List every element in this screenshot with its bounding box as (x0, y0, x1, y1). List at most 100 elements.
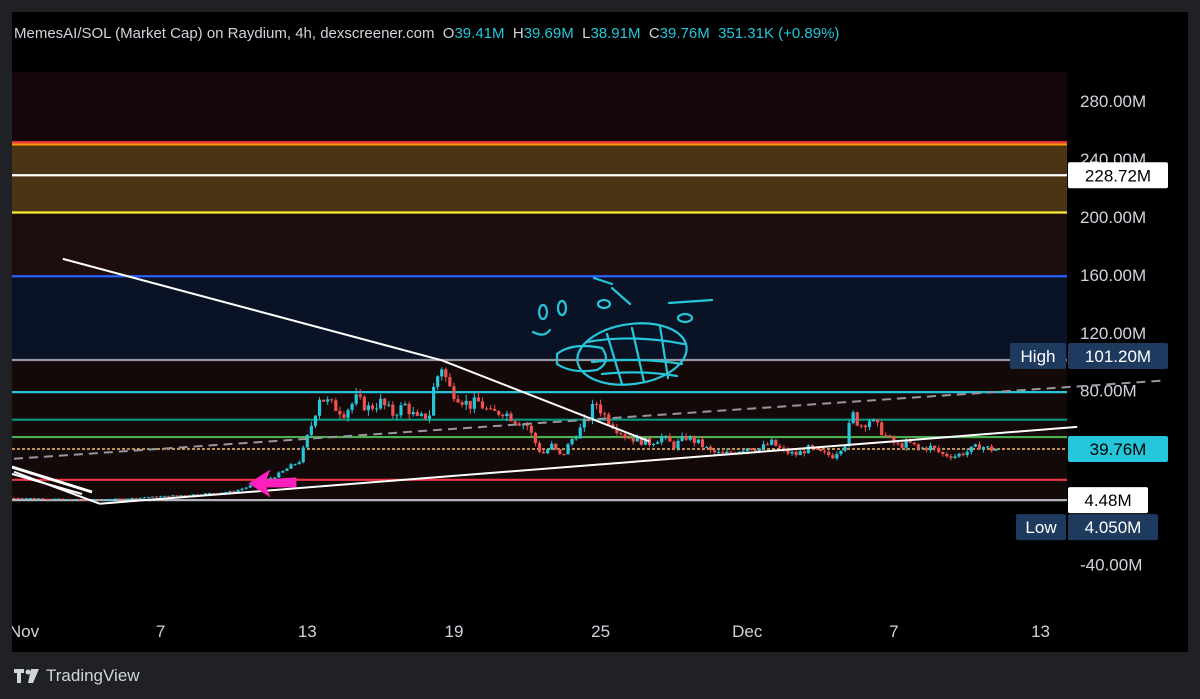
candle[interactable] (130, 497, 134, 500)
candle[interactable] (195, 494, 199, 496)
candle[interactable] (317, 397, 322, 419)
candle[interactable] (293, 463, 297, 466)
candle[interactable] (468, 400, 472, 414)
candle[interactable] (627, 434, 631, 439)
candle[interactable] (444, 367, 448, 382)
candle[interactable] (599, 399, 603, 417)
candle[interactable] (839, 450, 843, 456)
candle[interactable] (676, 438, 680, 452)
candle[interactable] (607, 412, 611, 427)
candle[interactable] (941, 451, 945, 457)
candle[interactable] (440, 367, 444, 381)
candle[interactable] (411, 406, 415, 417)
candle[interactable] (986, 446, 990, 449)
candle[interactable] (558, 448, 562, 456)
candle[interactable] (863, 424, 867, 432)
candle[interactable] (859, 424, 863, 429)
candle[interactable] (452, 382, 456, 402)
candle[interactable] (818, 448, 823, 452)
candle[interactable] (631, 437, 635, 445)
candle[interactable] (827, 450, 831, 458)
candle[interactable] (794, 449, 798, 458)
candle[interactable] (933, 445, 937, 452)
candle[interactable] (464, 394, 468, 411)
candle[interactable] (876, 419, 880, 427)
candle[interactable] (778, 443, 782, 449)
candle[interactable] (696, 439, 700, 445)
candle[interactable] (900, 440, 904, 449)
candle[interactable] (566, 442, 570, 455)
candle[interactable] (888, 434, 892, 438)
candle[interactable] (163, 495, 167, 497)
candle[interactable] (994, 448, 998, 451)
candle[interactable] (122, 498, 126, 500)
candle[interactable] (28, 498, 32, 500)
candle[interactable] (961, 452, 965, 457)
candle[interactable] (717, 449, 721, 455)
candle[interactable] (138, 497, 142, 499)
candle[interactable] (350, 402, 354, 414)
level-price-label-bottom[interactable]: 4.48M (1068, 487, 1148, 514)
candle[interactable] (713, 449, 717, 455)
candle[interactable] (49, 498, 53, 500)
candle[interactable] (391, 401, 395, 419)
candle[interactable] (766, 441, 770, 446)
candle[interactable] (721, 449, 725, 454)
candle[interactable] (880, 420, 884, 436)
candle[interactable] (501, 413, 505, 419)
hand-drawn-doodle[interactable] (531, 276, 714, 391)
candle[interactable] (289, 462, 293, 469)
candle[interactable] (370, 403, 375, 411)
candle[interactable] (761, 440, 766, 450)
candle[interactable] (358, 389, 362, 400)
candle[interactable] (692, 435, 696, 447)
current-price-label[interactable]: 39.76M (1068, 436, 1168, 462)
candle[interactable] (277, 471, 281, 478)
candle[interactable] (684, 433, 688, 441)
candle[interactable] (981, 446, 986, 453)
candle[interactable] (244, 486, 248, 490)
candle[interactable] (273, 476, 277, 479)
candle[interactable] (301, 445, 305, 464)
candle[interactable] (330, 398, 334, 403)
candle[interactable] (969, 446, 973, 455)
candle[interactable] (146, 497, 151, 499)
candle[interactable] (953, 454, 957, 460)
candle[interactable] (228, 490, 232, 493)
candle[interactable] (40, 497, 45, 500)
candle[interactable] (61, 498, 65, 500)
candle[interactable] (928, 442, 933, 453)
candle[interactable] (884, 432, 888, 438)
candle[interactable] (505, 410, 509, 422)
candle[interactable] (582, 414, 586, 432)
candle[interactable] (57, 498, 61, 500)
trendline-0[interactable] (62, 257, 442, 362)
candle[interactable] (619, 431, 623, 439)
candle[interactable] (44, 498, 49, 500)
candle[interactable] (73, 499, 77, 501)
candle[interactable] (81, 499, 85, 501)
candle[interactable] (725, 448, 729, 454)
candle[interactable] (240, 487, 244, 491)
candle[interactable] (415, 409, 419, 417)
candle[interactable] (395, 413, 399, 421)
candle[interactable] (171, 494, 175, 497)
candle[interactable] (541, 448, 546, 454)
candle[interactable] (867, 419, 872, 431)
candle[interactable] (36, 498, 41, 500)
candle[interactable] (770, 437, 774, 446)
candle[interactable] (708, 444, 713, 453)
candle[interactable] (309, 421, 313, 438)
trendline-1[interactable] (441, 359, 650, 443)
candle[interactable] (651, 442, 656, 447)
candle[interactable] (126, 498, 130, 500)
bottom-left-trendline[interactable] (12, 465, 93, 494)
candle[interactable] (871, 418, 876, 422)
candle[interactable] (660, 433, 664, 445)
candle[interactable] (399, 402, 403, 419)
candle[interactable] (480, 397, 485, 409)
candle[interactable] (977, 441, 982, 450)
candle[interactable] (912, 442, 916, 446)
candle[interactable] (248, 484, 252, 489)
high-price-label[interactable]: 101.20M (1068, 343, 1168, 369)
